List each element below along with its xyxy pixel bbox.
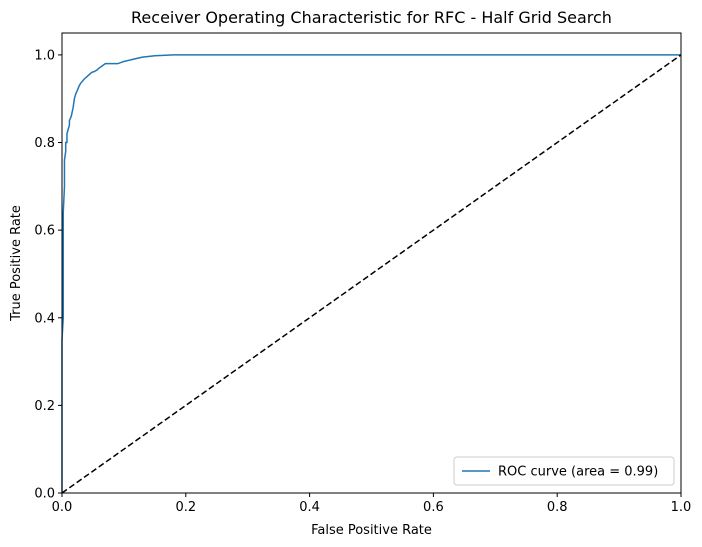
roc-curve-line [61,54,681,493]
chart-title: Receiver Operating Characteristic for RF… [131,8,612,27]
y-axis-label: True Positive Rate [9,205,24,322]
plot-frame [61,32,682,494]
legend: ROC curve (area = 0.99) [453,456,675,486]
x-tick-label: 0.4 [299,500,320,515]
y-tick-label: 1.0 [34,48,55,63]
y-axis-ticks: 0.0 0.2 0.4 0.6 0.8 1.0 [34,48,62,502]
y-tick-label: 0.2 [34,399,55,414]
x-tick-label: 0.2 [175,500,196,515]
x-tick-label: 0.8 [547,500,568,515]
y-tick-label: 0.0 [34,487,55,502]
y-tick-label: 0.8 [34,136,55,151]
x-tick-label: 1.0 [671,500,692,515]
legend-box [453,456,675,486]
x-axis-ticks: 0.0 0.2 0.4 0.6 0.8 1.0 [52,493,692,515]
x-tick-label: 0.0 [52,500,73,515]
y-tick-label: 0.4 [34,311,55,326]
chance-diagonal-line [61,54,682,494]
plot-area [61,32,682,494]
legend-label-roc: ROC curve (area = 0.99) [498,465,658,480]
y-tick-label: 0.6 [34,224,55,239]
x-axis-label: False Positive Rate [311,523,432,538]
x-tick-label: 0.6 [423,500,444,515]
